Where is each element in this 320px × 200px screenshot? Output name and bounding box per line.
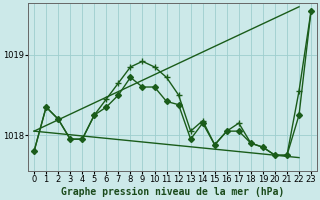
X-axis label: Graphe pression niveau de la mer (hPa): Graphe pression niveau de la mer (hPa)	[61, 187, 284, 197]
